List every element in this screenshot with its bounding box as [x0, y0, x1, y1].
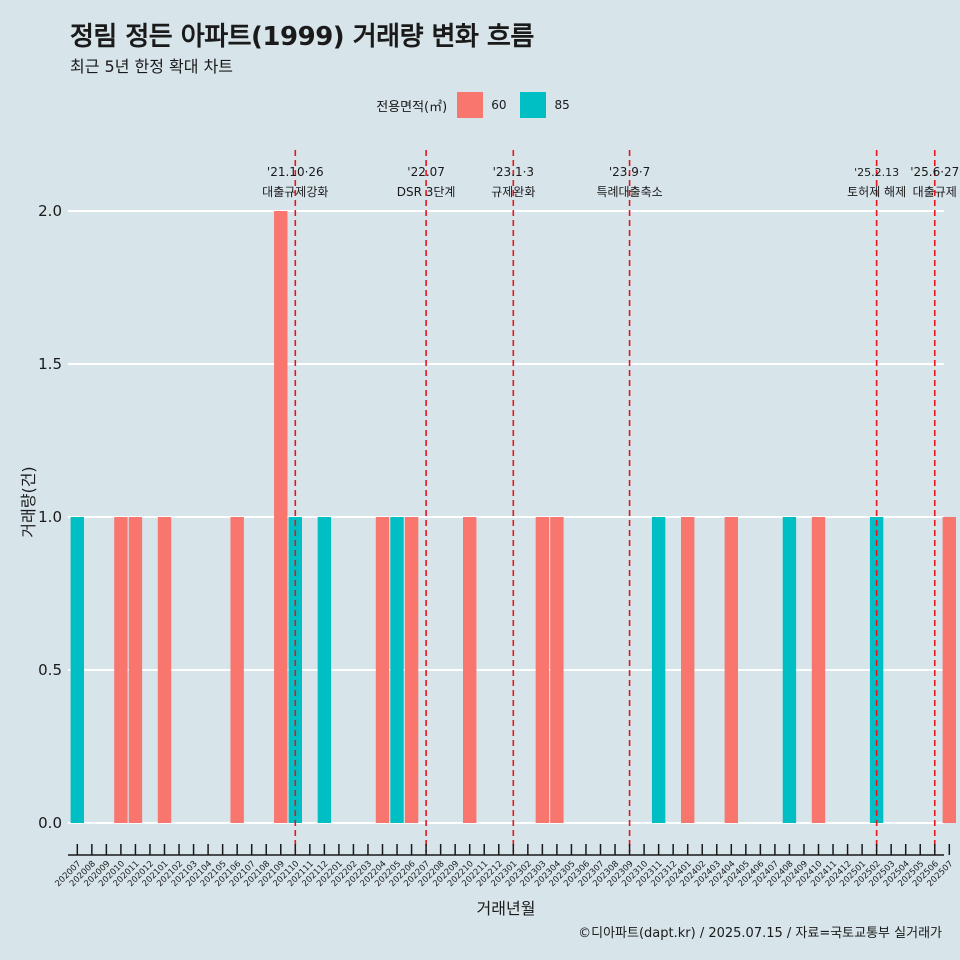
event-date-label: '21.10·26	[267, 165, 324, 179]
legend: 전용면적(㎡) 60 85	[0, 92, 960, 118]
bar	[724, 517, 738, 823]
bar	[274, 211, 288, 823]
event-name-label: 특례대출축소	[596, 185, 662, 199]
bar	[230, 517, 244, 823]
bar	[651, 517, 666, 823]
bar	[375, 517, 390, 823]
y-tick-label: 2.0	[38, 202, 62, 220]
bar	[782, 517, 797, 823]
chart-subtitle: 최근 5년 한정 확대 차트	[70, 57, 234, 76]
bar	[157, 517, 172, 823]
bar	[681, 517, 695, 823]
y-tick-label: 0.5	[38, 661, 62, 679]
bar	[70, 517, 84, 823]
y-tick-label: 1.0	[38, 508, 62, 526]
legend-label-60: 60	[491, 98, 507, 112]
bar	[114, 517, 128, 823]
legend-key-60	[457, 92, 484, 118]
event-date-label: '25.6·27	[910, 165, 959, 179]
bar	[128, 517, 143, 823]
bar	[550, 517, 564, 823]
bar	[404, 517, 419, 823]
source-caption: ©디아파트(dapt.kr) / 2025.07.15 / 자료=국토교통부 실…	[578, 926, 942, 941]
event-name-label: 규제완화	[491, 185, 535, 199]
legend-label-85: 85	[554, 98, 570, 112]
bar	[535, 517, 550, 823]
event-date-label: '22.07	[407, 165, 445, 179]
event-name-label: 대출규제강화	[262, 185, 328, 199]
legend-title: 전용면적(㎡)	[376, 99, 448, 115]
chart-title: 정림 정든 아파트(1999) 거래량 변화 흐름	[70, 22, 534, 52]
y-tick-label: 0.0	[38, 814, 62, 832]
event-name-label: 토허제 해제	[847, 185, 906, 199]
event-date-label: '23.9·7	[609, 165, 650, 179]
event-date-label: '25.2.13	[854, 166, 899, 179]
legend-key-85	[520, 92, 547, 118]
event-date-label: '23.1·3	[493, 165, 534, 179]
y-axis-title: 거래량(건)	[19, 466, 38, 537]
y-tick-label: 1.5	[38, 355, 62, 373]
event-name-label: 대출규제	[913, 185, 957, 199]
bar	[942, 517, 956, 823]
bar	[390, 517, 404, 823]
event-name-label: DSR 3단계	[397, 185, 456, 199]
x-axis-title: 거래년월	[477, 899, 536, 918]
bar	[811, 517, 826, 823]
bar	[463, 517, 477, 823]
bar	[317, 517, 332, 823]
